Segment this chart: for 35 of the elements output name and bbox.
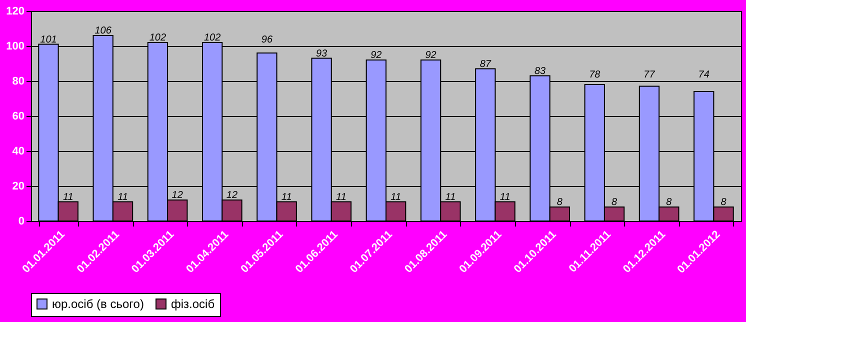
data-label: 11 [62,192,74,203]
data-label: 12 [172,190,184,201]
data-label: 92 [425,50,437,61]
data-label: 74 [698,69,710,80]
y-tick-label: 40 [12,146,24,158]
data-label: 11 [390,192,402,203]
data-label: 106 [94,26,112,36]
data-label: 77 [644,69,656,80]
data-label: 101 [40,34,57,46]
data-label: 8 [666,197,672,208]
legend-label: фіз.осіб [171,297,215,311]
data-label: 8 [720,197,727,208]
data-label: 8 [556,197,563,208]
data-label: 11 [118,192,128,203]
y-tick-label: 0 [18,216,24,228]
data-label: 11 [281,192,292,203]
data-label: 8 [612,197,618,208]
data-label: 11 [500,192,510,203]
y-tick-label: 80 [12,76,24,88]
y-tick-label: 120 [6,6,24,18]
data-label: 11 [336,192,346,203]
data-label: 93 [316,48,328,60]
data-label: 78 [589,69,601,80]
data-label: 87 [480,58,492,70]
legend-label: юр.осіб (в сього) [52,297,144,311]
y-tick-label: 100 [6,40,24,52]
data-label: 102 [204,32,222,44]
data-label: 83 [534,66,546,77]
data-label: 102 [149,32,166,44]
y-tick-label: 60 [12,110,24,122]
data-label: 12 [226,190,238,201]
y-tick-label: 20 [12,180,24,192]
data-label: 11 [445,192,456,203]
data-label: 96 [261,34,273,46]
data-label: 92 [370,50,382,61]
